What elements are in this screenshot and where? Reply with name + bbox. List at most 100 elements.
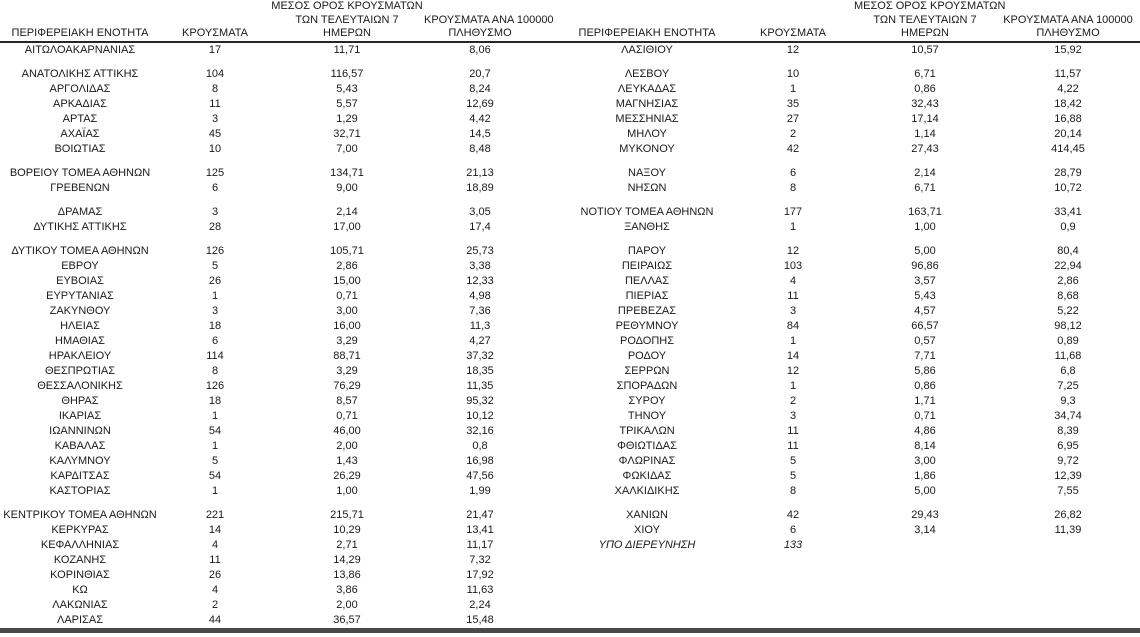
right-cases-cell: 5 [789,454,797,467]
left-per100k-cell: 2,24 [469,598,491,611]
left-cases-cell: 17 [208,43,222,56]
right-region-cell: ΜΑΓΝΗΣΙΑΣ [615,97,679,110]
left-avg7-cell: 8,57 [336,394,358,407]
left-cases-cell: 3 [211,304,219,317]
right-cases-cell: 27 [786,112,800,125]
left-region-cell: ΚΑΛΥΜΝΟΥ [49,454,111,467]
left-per100k-cell: 7,36 [469,304,491,317]
column-gap [536,583,562,598]
left-per100k-cell: 11,3 [469,319,491,332]
left-per100k-cell: 37,32 [466,349,494,362]
column-gap [536,598,562,613]
right-cases-cell: 12 [786,364,800,377]
right-per100k-cell: 8,39 [1057,424,1079,437]
right-avg7-cell: 1,86 [914,469,936,482]
right-per100k-cell: 10,72 [1054,181,1082,194]
right-cases-cell: 14 [786,349,800,362]
column-gap [536,205,562,220]
left-avg7-cell: 2,71 [336,538,358,551]
column-gap [536,244,562,259]
left-cases-cell: 4 [211,583,219,596]
right-per100k-cell: 11,57 [1054,67,1082,80]
right-avg7-cell: 8,14 [914,439,936,452]
left-region-cell: ΘΗΡΑΣ [61,394,99,407]
right-region-cell: ΤΗΝΟΥ [627,409,667,422]
table-row: ΑΧΑΪΑΣ 45 32,71 14,5 ΜΗΛΟΥ 2 1,14 20,14 [0,127,1140,142]
right-avg7-cell: 2,14 [914,166,936,179]
right-avg7-header-line1: ΜΕΣΟΣ ΟΡΟΣ ΚΡΟΥΣΜΑΤΩΝ [854,0,1006,12]
right-per100k-cell: 9,72 [1057,454,1079,467]
left-avg7-header-line2: ΤΩΝ ΤΕΛΕΥΤΑΙΩΝ 7 [295,13,399,26]
spacer-cell [0,157,1140,166]
left-region-cell: ΚΟΖΑΝΗΣ [53,553,107,566]
right-cases-cell: 12 [786,244,800,257]
left-region-cell: ΚΕΝΤΡΙΚΟΥ ΤΟΜΕΑ ΑΘΗΝΩΝ [3,508,157,521]
right-cases-cell [732,583,854,598]
column-gap [536,568,562,583]
right-region-cell: ΧΑΛΚΙΔΙΚΗΣ [614,484,680,497]
column-gap [536,469,562,484]
left-per100k-cell: 21,47 [466,508,494,521]
table-header: ΠΕΡΙΦΕΡΕΙΑΚΗ ΕΝΟΤΗΤΑ ΚΡΟΥΣΜΑΤΑ ΜΕΣΟΣ ΟΡΟ… [0,0,1140,42]
right-avg7-cell [854,583,996,598]
table-row: ΚΑΡΔΙΤΣΑΣ 54 26,29 47,56 ΦΩΚΙΔΑΣ 5 1,86 12,39 [0,469,1140,484]
right-cases-cell: 42 [786,508,800,521]
left-per100k-cell: 17,4 [469,220,491,233]
left-avg7-cell: 7,00 [336,142,358,155]
table-row: ΛΑΚΩΝΙΑΣ 2 2,00 2,24 [0,598,1140,613]
left-region-cell: ΑΧΑΪΑΣ [60,127,100,140]
left-per100k-cell: 4,27 [469,334,491,347]
right-region-cell: ΠΙΕΡΙΑΣ [625,289,669,302]
left-avg7-cell: 46,00 [333,424,361,437]
right-cases-cell: 1 [789,82,797,95]
right-per100k-cell: 80,4 [1057,244,1079,257]
right-per100k-cell: 11,39 [1054,523,1082,536]
table-row: ΑΝΑΤΟΛΙΚΗΣ ΑΤΤΙΚΗΣ 104 116,57 20,7 ΛΕΣΒΟΥ 10 6… [0,67,1140,82]
right-avg7-cell: 5,00 [914,484,936,497]
right-avg7-cell: 3,57 [914,274,936,287]
left-cases-cell: 114 [206,349,224,362]
table-row: ΑΡΚΑΔΙΑΣ 11 5,57 12,69 ΜΑΓΝΗΣΙΑΣ 35 32,43 18,42 [0,97,1140,112]
right-avg7-cell [854,598,996,613]
left-per100k-cell: 13,41 [466,523,494,536]
right-region-cell: ΠΡΕΒΕΖΑΣ [617,304,677,317]
right-avg7-cell: 0,57 [914,334,936,347]
left-region-cell: ΔΥΤΙΚΟΥ ΤΟΜΕΑ ΑΘΗΝΩΝ [11,244,149,257]
left-per100k-cell: 4,98 [469,289,491,302]
left-region-cell: ΔΡΑΜΑΣ [57,205,103,218]
table-row: ΚΕΝΤΡΙΚΟΥ ΤΟΜΕΑ ΑΘΗΝΩΝ 221 215,71 21,47 ΧΑΝΙ… [0,508,1140,523]
right-cases-cell [732,613,854,631]
right-per100k-cell: 9,3 [1060,394,1076,407]
column-gap [536,439,562,454]
left-region-cell: ΛΑΡΙΣΑΣ [56,613,103,626]
left-per100k-cell: 3,38 [469,259,491,272]
left-per100k-cell: 14,5 [469,127,491,140]
right-per100k-cell: 6,8 [1060,364,1076,377]
table-row: ΕΥΒΟΙΑΣ 26 15,00 12,33 ΠΕΛΛΑΣ 4 3,57 2,86 [0,274,1140,289]
left-region-cell: ΗΡΑΚΛΕΙΟΥ [48,349,112,362]
table-row: ΚΕΦΑΛΛΗΝΙΑΣ 4 2,71 11,17 ΥΠΟ ΔΙΕΡΕΥΝΗΣΗ 133 [0,538,1140,553]
right-avg7-cell [854,613,996,631]
right-region-cell: ΝΟΤΙΟΥ ΤΟΜΕΑ ΑΘΗΝΩΝ [580,205,714,218]
table-row: ΚΟΖΑΝΗΣ 11 14,29 7,32 [0,553,1140,568]
right-avg7-cell [854,553,996,568]
right-avg7-cell: 163,71 [908,205,942,218]
right-cases-cell: 1 [789,334,797,347]
left-avg7-cell: 3,00 [336,304,358,317]
right-per100k-cell: 6,95 [1057,439,1079,452]
table-row: ΑΡΓΟΛΙΔΑΣ 8 5,43 8,24 ΛΕΥΚΑΔΑΣ 1 0,86 4,22 [0,82,1140,97]
left-cases-cell: 10 [208,142,222,155]
right-avg7-header: ΜΕΣΟΣ ΟΡΟΣ ΚΡΟΥΣΜΑΤΩΝ ΤΩΝ ΤΕΛΕΥΤΑΙΩΝ 7 Η… [854,0,1006,42]
right-cases-cell: 6 [789,523,797,536]
left-cases-cell: 8 [211,82,219,95]
right-region-cell: ΜΕΣΣΗΝΙΑΣ [615,112,679,125]
left-avg7-cell: 5,57 [336,97,358,110]
left-cases-cell: 3 [211,112,219,125]
left-avg7-cell: 76,29 [333,379,361,392]
left-avg7-cell: 0,71 [336,289,358,302]
left-region-cell: ΚΟΡΙΝΘΙΑΣ [50,568,110,581]
left-cases-cell: 45 [208,127,222,140]
right-cases-cell: 11 [787,289,799,302]
right-per100k-cell: 11,68 [1054,349,1082,362]
